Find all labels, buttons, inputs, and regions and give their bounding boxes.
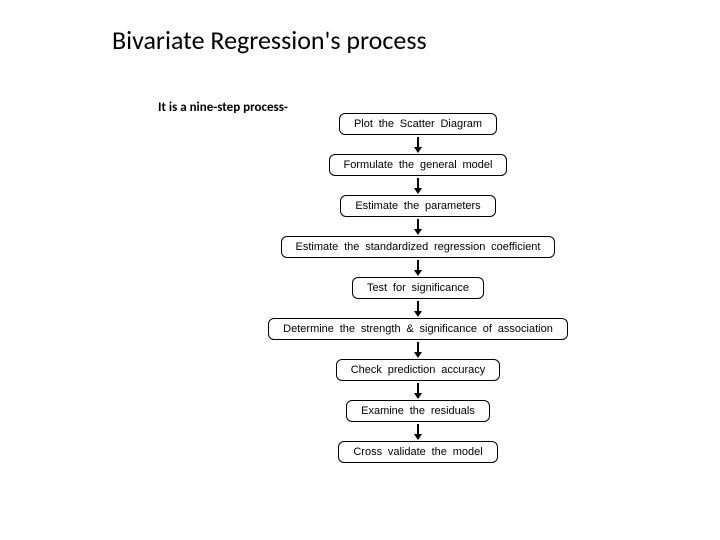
arrow-down-icon bbox=[414, 301, 422, 317]
flow-step: Estimate the standardized regression coe… bbox=[281, 236, 556, 258]
flow-step: Examine the residuals bbox=[346, 400, 490, 422]
flow-step: Formulate the general model bbox=[329, 154, 508, 176]
flow-step: Estimate the parameters bbox=[340, 195, 495, 217]
slide: Bivariate Regression's process It is a n… bbox=[0, 0, 720, 540]
arrow-down-icon bbox=[414, 424, 422, 440]
arrow-down-icon bbox=[414, 137, 422, 153]
arrow-down-icon bbox=[414, 342, 422, 358]
flowchart: Plot the Scatter Diagram Formulate the ge… bbox=[58, 113, 720, 463]
arrow-down-icon bbox=[414, 178, 422, 194]
flow-step: Test for significance bbox=[352, 277, 484, 299]
page-title: Bivariate Regression's process bbox=[112, 24, 427, 56]
flow-step: Determine the strength & significance of… bbox=[268, 318, 568, 340]
arrow-down-icon bbox=[414, 260, 422, 276]
flow-step: Plot the Scatter Diagram bbox=[339, 113, 497, 135]
flow-step: Check prediction accuracy bbox=[336, 359, 501, 381]
flow-step: Cross validate the model bbox=[338, 441, 497, 463]
arrow-down-icon bbox=[414, 383, 422, 399]
arrow-down-icon bbox=[414, 219, 422, 235]
